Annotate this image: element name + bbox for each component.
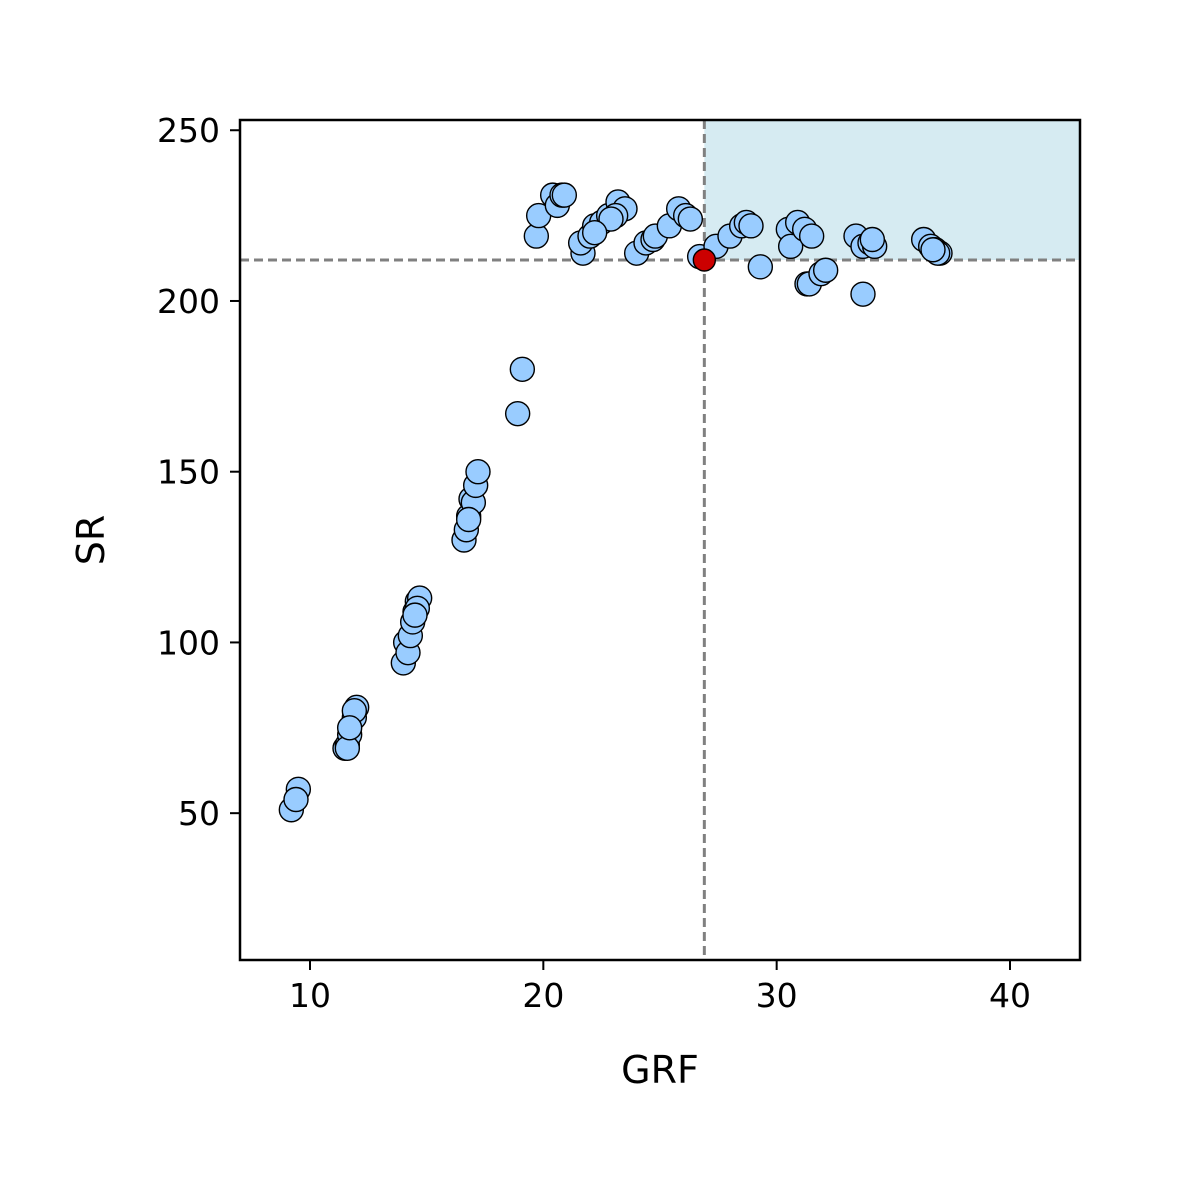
plot-area [240,120,1080,960]
data-point [581,219,608,246]
data-points [278,182,953,823]
highlight-region [704,120,1080,260]
data-point [920,237,946,263]
y-tick-label: 100 [157,623,220,662]
data-point [283,786,309,813]
data-point [551,182,578,208]
data-point [509,356,536,382]
y-axis-ticks: 50 100 150 200 250 [157,111,240,833]
y-tick-label: 150 [157,453,220,492]
x-axis-label: GRF [621,1048,699,1092]
data-point [465,459,491,485]
data-point [598,206,624,232]
y-tick-label: 50 [178,794,220,833]
data-point [677,206,704,232]
data-point [812,257,839,283]
data-point [850,281,876,307]
y-axis-label: SR [69,515,113,566]
data-point [738,213,764,239]
y-tick-label: 250 [157,111,220,150]
data-point [777,233,804,260]
axes-frame [238,118,1082,962]
data-point [504,400,531,427]
y-tick-label: 200 [157,282,220,321]
highlight-point [692,248,717,272]
data-point [336,715,363,741]
x-axis-ticks: 10 20 30 40 [289,960,1031,1015]
x-tick-label: 10 [289,976,331,1015]
data-point [798,223,825,249]
x-tick-label: 20 [522,976,564,1015]
x-tick-label: 40 [989,976,1031,1015]
x-tick-label: 30 [756,976,798,1015]
data-point [859,226,886,253]
data-point [747,254,774,280]
data-point [402,602,428,628]
data-point [455,506,482,533]
